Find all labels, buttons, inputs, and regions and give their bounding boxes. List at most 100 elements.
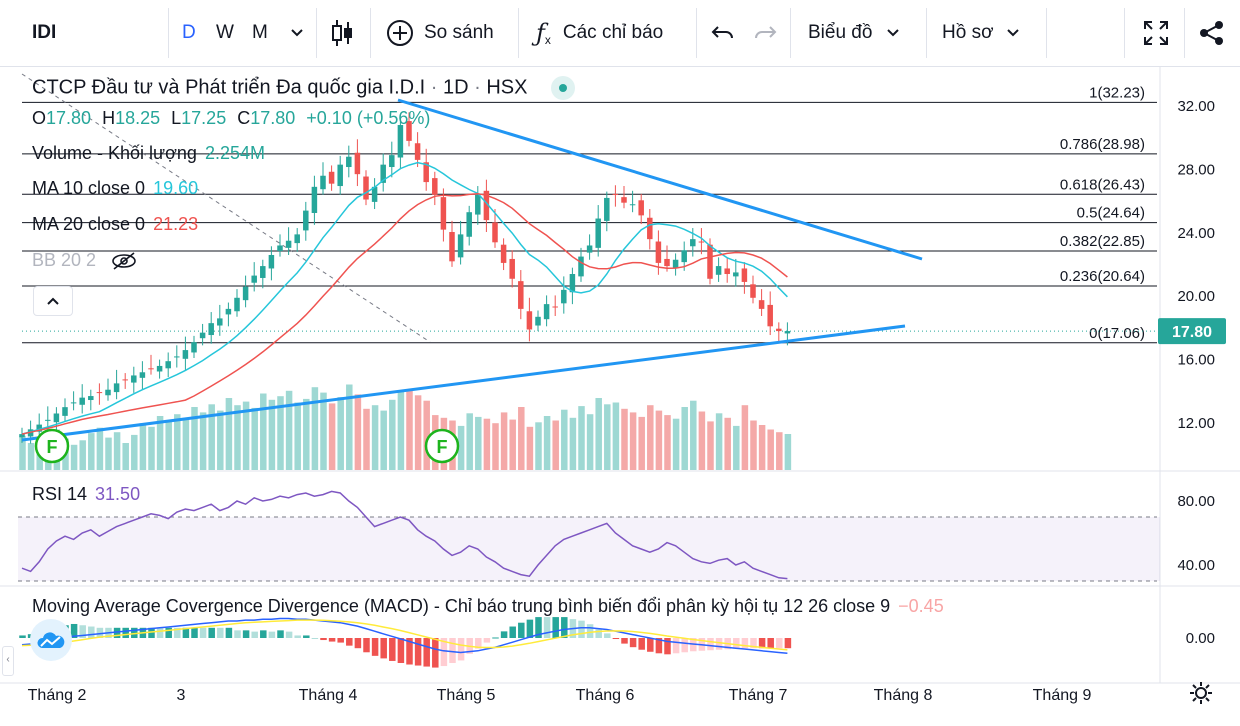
candle-body bbox=[268, 254, 275, 269]
candle-body bbox=[389, 155, 395, 168]
toolbar-divider bbox=[790, 8, 791, 58]
candle-body bbox=[294, 234, 300, 244]
ma10-legend[interactable]: MA 10 close 0 19.60 bbox=[32, 178, 198, 199]
macd-histogram-bar bbox=[277, 630, 284, 638]
macd-histogram-bar bbox=[509, 626, 516, 638]
volume-bar bbox=[535, 422, 542, 470]
candle-body bbox=[70, 402, 77, 404]
volume-bar bbox=[733, 425, 740, 470]
volume-bar bbox=[354, 394, 362, 470]
chart-area[interactable]: 1(32.23) 0.786(28.98) 0.618(26.43) 0.5(24.6… bbox=[0, 66, 1240, 721]
macd-histogram-bar bbox=[311, 638, 319, 639]
redo-icon[interactable] bbox=[752, 0, 778, 66]
change-value: +0.10 (+0.56%) bbox=[306, 108, 431, 128]
macd-histogram-bar bbox=[758, 638, 766, 649]
eye-hidden-icon[interactable] bbox=[111, 252, 137, 270]
profile-button[interactable]: Hồ sơ bbox=[942, 0, 1020, 66]
ma20-legend[interactable]: MA 20 close 0 21.23 bbox=[32, 214, 198, 235]
volume-bar bbox=[483, 418, 491, 470]
left-panel-toggle[interactable]: ‹ bbox=[2, 646, 14, 676]
volume-bar bbox=[758, 425, 766, 470]
macd-histogram-bar bbox=[174, 627, 181, 638]
volume-bar bbox=[767, 429, 774, 470]
candle-body bbox=[165, 361, 171, 369]
candle-body bbox=[776, 328, 782, 332]
macd-histogram-bar bbox=[320, 638, 327, 641]
candle-body bbox=[79, 397, 85, 405]
chart-type-button[interactable]: Biểu đồ bbox=[808, 0, 900, 66]
fundamental-event-letter: F bbox=[47, 437, 58, 457]
candle-body bbox=[741, 268, 748, 282]
volume-bar bbox=[285, 390, 293, 470]
chart-canvas[interactable]: 1(32.23) 0.786(28.98) 0.618(26.43) 0.5(24.6… bbox=[0, 66, 1240, 721]
volume-bar bbox=[182, 417, 190, 470]
market-status-icon[interactable] bbox=[551, 76, 576, 100]
candle-body bbox=[363, 176, 369, 200]
macd-histogram-bar bbox=[328, 638, 336, 642]
compare-button[interactable]: So sánh bbox=[386, 0, 494, 66]
candle-body bbox=[724, 268, 730, 275]
interval-w-button[interactable]: W bbox=[216, 22, 234, 43]
candle-body bbox=[105, 389, 111, 396]
rsi-tick-label: 80.00 bbox=[1177, 493, 1215, 510]
cloud-logo-icon[interactable] bbox=[30, 619, 72, 661]
volume-bar bbox=[406, 389, 413, 470]
candle-body bbox=[251, 275, 257, 283]
candle-body bbox=[543, 304, 550, 320]
candle-body bbox=[457, 234, 464, 258]
candle-body bbox=[664, 258, 670, 267]
settings-gear-icon[interactable] bbox=[1188, 680, 1214, 711]
volume-bar bbox=[260, 393, 267, 470]
fullscreen-icon[interactable] bbox=[1142, 0, 1170, 66]
macd-histogram-bar bbox=[715, 638, 723, 650]
undo-icon[interactable] bbox=[710, 0, 736, 66]
macd-histogram-bar bbox=[88, 626, 95, 638]
candle-body bbox=[380, 164, 386, 183]
candle-body bbox=[337, 164, 343, 187]
volume-bar bbox=[423, 400, 430, 470]
rsi-legend[interactable]: RSI 14 31.50 bbox=[32, 484, 140, 505]
volume-bar bbox=[70, 444, 78, 470]
macd-histogram-bar bbox=[612, 638, 620, 640]
volume-bar bbox=[492, 423, 499, 470]
macd-legend[interactable]: Moving Average Covergence Divergence (MA… bbox=[32, 596, 944, 617]
low-label: L bbox=[171, 108, 182, 128]
time-tick-label: Tháng 8 bbox=[874, 687, 933, 704]
candle-body bbox=[767, 304, 773, 327]
chart-type-label: Biểu đồ bbox=[808, 22, 873, 43]
volume-bar bbox=[698, 411, 706, 470]
interval-d-button[interactable]: D bbox=[182, 22, 196, 43]
bb-legend[interactable]: BB 20 2 bbox=[32, 250, 137, 271]
toolbar-divider bbox=[518, 8, 519, 58]
share-icon[interactable] bbox=[1198, 0, 1226, 66]
macd-histogram-bar bbox=[389, 638, 396, 661]
interval-m-button[interactable]: M bbox=[252, 22, 268, 43]
volume-legend[interactable]: Volume - Khối lượng 2.254M bbox=[32, 143, 265, 164]
toolbar-divider bbox=[1184, 8, 1185, 58]
chevron-down-icon[interactable] bbox=[290, 0, 304, 66]
candles-icon[interactable] bbox=[330, 0, 354, 66]
symbol-search[interactable]: IDI bbox=[32, 22, 57, 43]
macd-histogram-bar bbox=[440, 638, 448, 667]
candle-body bbox=[36, 424, 42, 432]
candle-body bbox=[354, 152, 361, 175]
candle-body bbox=[217, 318, 223, 326]
collapse-legend-button[interactable] bbox=[33, 286, 73, 316]
macd-histogram-bar bbox=[156, 627, 164, 638]
candle-body bbox=[432, 178, 438, 195]
candle-body bbox=[285, 240, 292, 248]
candle-body bbox=[148, 368, 154, 370]
chevron-down-icon bbox=[1006, 29, 1019, 37]
volume-bar bbox=[500, 412, 508, 470]
volume-bar bbox=[320, 392, 327, 470]
volume-bar bbox=[518, 407, 525, 470]
macd-histogram-bar bbox=[767, 638, 774, 649]
volume-bar bbox=[526, 426, 534, 470]
last-price-badge bbox=[1158, 318, 1226, 345]
candle-body bbox=[414, 143, 421, 160]
candle-body bbox=[346, 156, 352, 168]
macd-histogram-bar bbox=[475, 638, 482, 649]
volume-bar bbox=[466, 413, 473, 470]
indicators-button[interactable]: ƒ x Các chỉ báo bbox=[536, 0, 663, 66]
